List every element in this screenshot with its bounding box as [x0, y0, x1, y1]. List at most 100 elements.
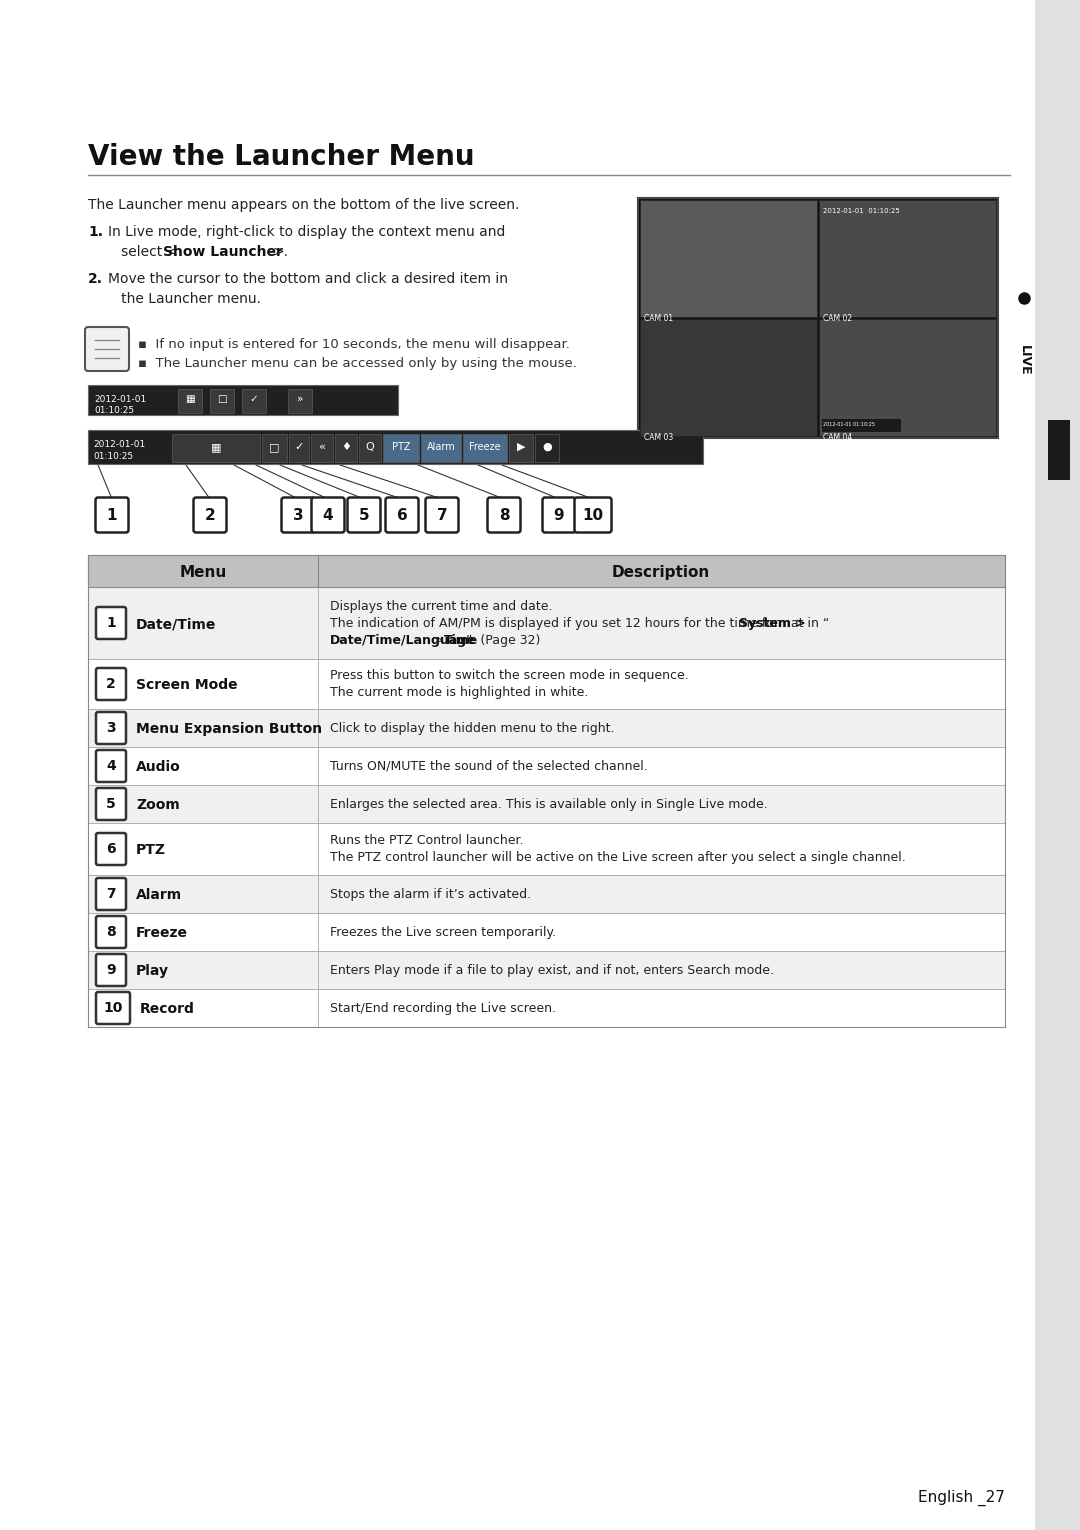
- Bar: [87, 555, 1005, 588]
- Text: Description: Description: [612, 565, 711, 580]
- FancyBboxPatch shape: [96, 991, 130, 1024]
- Text: Menu Expansion Button: Menu Expansion Button: [136, 722, 322, 736]
- Text: ♦: ♦: [341, 442, 351, 451]
- FancyBboxPatch shape: [96, 669, 126, 701]
- Bar: [821, 418, 901, 431]
- Text: 7: 7: [106, 887, 116, 901]
- Text: ●: ●: [542, 442, 552, 451]
- Text: 1: 1: [106, 617, 116, 630]
- Bar: [87, 988, 1005, 1027]
- Text: 6: 6: [396, 508, 407, 523]
- Bar: [87, 747, 1005, 785]
- Bar: [359, 435, 381, 462]
- Text: ▪  If no input is entered for 10 seconds, the menu will disappear.: ▪ If no input is entered for 10 seconds,…: [138, 338, 570, 350]
- Bar: [172, 435, 260, 462]
- Text: >.: >.: [272, 245, 288, 259]
- Text: The Launcher menu appears on the bottom of the live screen.: The Launcher menu appears on the bottom …: [87, 197, 519, 213]
- Text: The PTZ control launcher will be active on the Live screen after you select a si: The PTZ control launcher will be active …: [330, 851, 906, 864]
- Text: 3: 3: [293, 508, 303, 523]
- Bar: [210, 389, 234, 413]
- Text: CAM 01: CAM 01: [644, 314, 673, 323]
- Text: ✓: ✓: [295, 442, 303, 451]
- Text: 5: 5: [106, 797, 116, 811]
- Text: >: >: [430, 633, 448, 647]
- Text: Runs the PTZ Control launcher.: Runs the PTZ Control launcher.: [330, 834, 524, 848]
- FancyBboxPatch shape: [386, 497, 419, 532]
- Text: Record: Record: [140, 1002, 194, 1016]
- FancyBboxPatch shape: [96, 711, 126, 744]
- FancyBboxPatch shape: [311, 497, 345, 532]
- Text: Date/Time/Language: Date/Time/Language: [330, 633, 475, 647]
- Text: CAM 03: CAM 03: [644, 433, 673, 442]
- Bar: [463, 435, 507, 462]
- Text: 10: 10: [582, 508, 604, 523]
- Bar: [640, 200, 816, 317]
- FancyBboxPatch shape: [193, 497, 227, 532]
- Bar: [509, 435, 534, 462]
- Text: Press this button to switch the screen mode in sequence.: Press this button to switch the screen m…: [330, 669, 689, 682]
- FancyBboxPatch shape: [85, 327, 129, 370]
- Bar: [87, 708, 1005, 747]
- Text: Screen Mode: Screen Mode: [136, 678, 238, 692]
- Bar: [87, 430, 703, 464]
- Text: Q: Q: [366, 442, 375, 451]
- Text: Audio: Audio: [136, 760, 180, 774]
- Bar: [819, 318, 996, 436]
- Bar: [421, 435, 461, 462]
- FancyBboxPatch shape: [542, 497, 576, 532]
- Text: 2.: 2.: [87, 272, 103, 286]
- Bar: [640, 318, 816, 436]
- Text: ▶: ▶: [516, 442, 525, 451]
- Bar: [87, 785, 1005, 823]
- Text: 2012-01-01  01:10:25: 2012-01-01 01:10:25: [823, 208, 900, 214]
- Text: 3: 3: [106, 721, 116, 734]
- Text: 1: 1: [107, 508, 118, 523]
- FancyBboxPatch shape: [96, 607, 126, 640]
- FancyBboxPatch shape: [487, 497, 521, 532]
- Text: System >: System >: [739, 617, 806, 629]
- Text: «: «: [319, 442, 325, 451]
- Text: PTZ: PTZ: [136, 843, 166, 857]
- Bar: [638, 197, 998, 438]
- Text: Displays the current time and date.: Displays the current time and date.: [330, 600, 553, 612]
- Bar: [262, 435, 287, 462]
- Text: CAM 04: CAM 04: [823, 433, 852, 442]
- Bar: [178, 389, 202, 413]
- Text: Date/Time: Date/Time: [136, 617, 216, 630]
- Bar: [87, 875, 1005, 913]
- Text: 1.: 1.: [87, 225, 103, 239]
- Text: 6: 6: [106, 842, 116, 855]
- Text: Menu: Menu: [179, 565, 227, 580]
- Text: select <: select <: [108, 245, 178, 259]
- Text: Freeze: Freeze: [469, 442, 501, 451]
- Text: ✓: ✓: [249, 395, 258, 404]
- FancyBboxPatch shape: [96, 788, 126, 820]
- Text: »: »: [297, 395, 303, 404]
- Text: Time: Time: [444, 633, 478, 647]
- Bar: [289, 435, 309, 462]
- Text: Start/End recording the Live screen.: Start/End recording the Live screen.: [330, 1002, 556, 1014]
- Text: The indication of AM/PM is displayed if you set 12 hours for the time format in : The indication of AM/PM is displayed if …: [330, 617, 829, 629]
- Text: Stops the alarm if it’s activated.: Stops the alarm if it’s activated.: [330, 887, 531, 901]
- Text: ▦: ▦: [211, 442, 221, 451]
- Text: 9: 9: [106, 962, 116, 978]
- Bar: [87, 952, 1005, 988]
- Bar: [87, 386, 399, 415]
- Text: Zoom: Zoom: [136, 799, 179, 812]
- Text: 5: 5: [359, 508, 369, 523]
- FancyBboxPatch shape: [95, 497, 129, 532]
- Text: PTZ: PTZ: [392, 442, 410, 451]
- Text: English _27: English _27: [918, 1490, 1005, 1506]
- Text: Enters Play mode if a file to play exist, and if not, enters Search mode.: Enters Play mode if a file to play exist…: [330, 964, 774, 976]
- Text: CAM 02: CAM 02: [823, 314, 852, 323]
- FancyBboxPatch shape: [96, 916, 126, 949]
- Text: Turns ON/MUTE the sound of the selected channel.: Turns ON/MUTE the sound of the selected …: [330, 759, 648, 773]
- Text: Click to display the hidden menu to the right.: Click to display the hidden menu to the …: [330, 722, 615, 734]
- FancyBboxPatch shape: [96, 955, 126, 985]
- Text: 8: 8: [499, 508, 510, 523]
- Text: Enlarges the selected area. This is available only in Single Live mode.: Enlarges the selected area. This is avai…: [330, 797, 768, 811]
- Bar: [819, 200, 996, 317]
- Text: Play: Play: [136, 964, 168, 978]
- Text: 2: 2: [204, 508, 215, 523]
- Bar: [242, 389, 266, 413]
